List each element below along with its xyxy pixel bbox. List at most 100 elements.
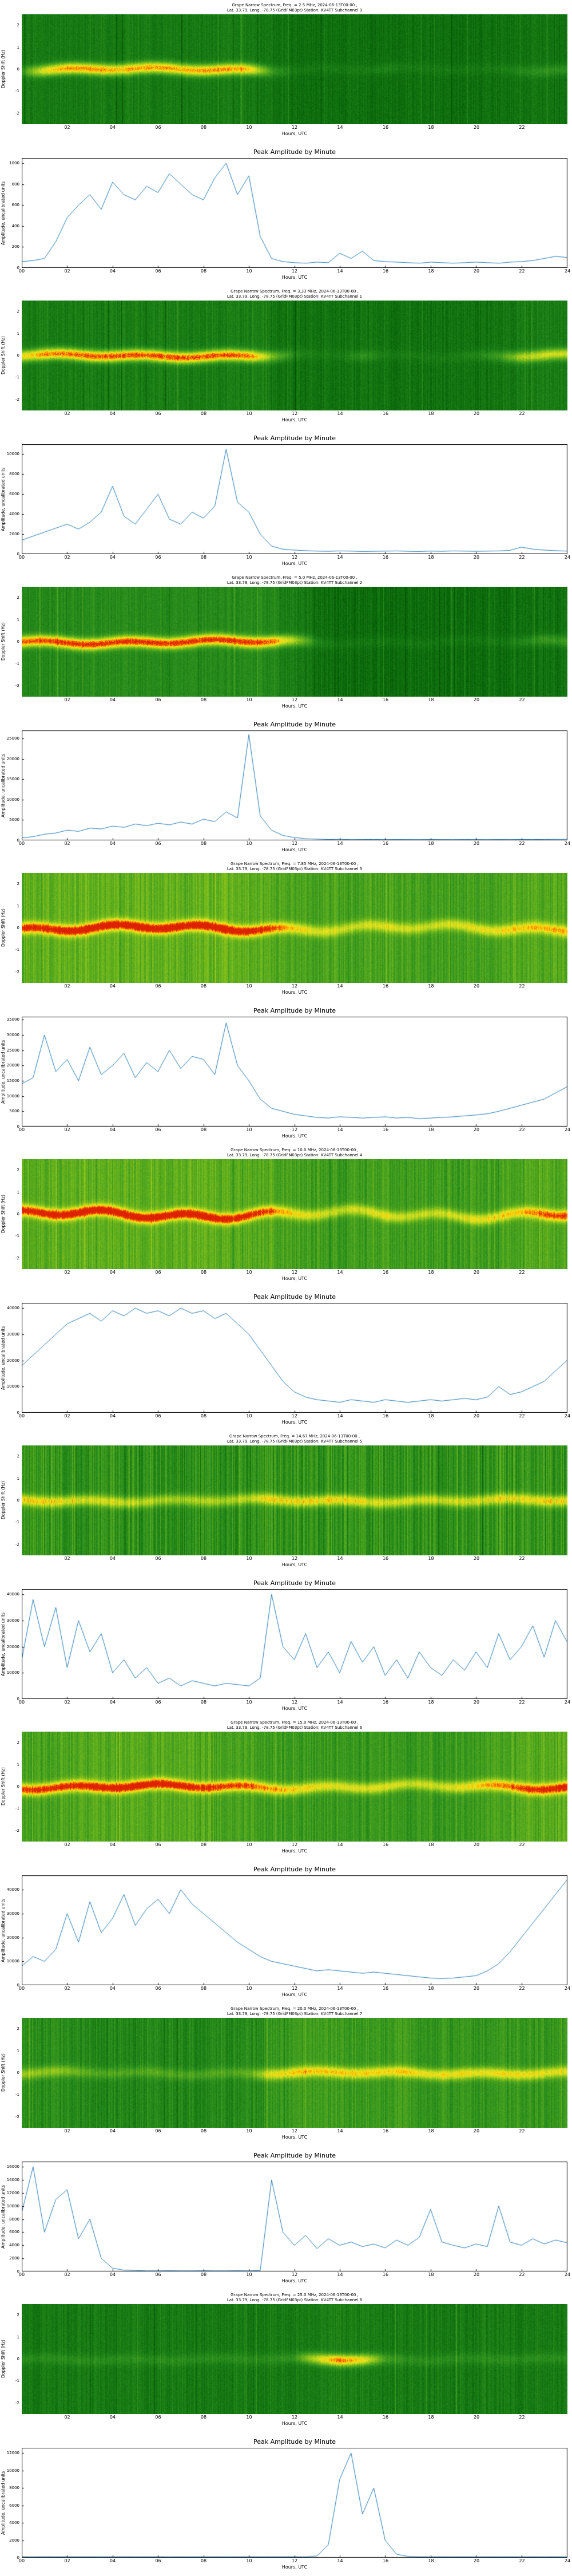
x-tick-labels: 02 04 06 08 10 12 14 16 18 20 22 bbox=[0, 1270, 572, 1275]
x-tick-label: 18 bbox=[428, 268, 434, 274]
amplitude-panel-7: Peak Amplitude by Minute Amplitude, uncal… bbox=[0, 1002, 572, 1145]
x-tick-label: 22 bbox=[519, 125, 525, 130]
x-tick-label: 20 bbox=[473, 1700, 480, 1705]
x-tick-label: 22 bbox=[519, 2128, 525, 2134]
y-tick-label: -1 bbox=[15, 2092, 19, 2097]
y-tick-label: 1 bbox=[17, 617, 19, 622]
spectrogram-title-line2: Lat. 33.79, Long. -78.75 (GridFM03pt) St… bbox=[227, 1152, 363, 1157]
x-tick-label: 24 bbox=[564, 2558, 571, 2563]
y-tick-label: 2 bbox=[17, 2313, 19, 2318]
x-tick-label: 12 bbox=[291, 1842, 298, 1847]
y-tick-label: 2 bbox=[17, 595, 19, 600]
x-tick-label: 10 bbox=[246, 2415, 252, 2420]
x-tick-label: 06 bbox=[155, 1127, 161, 1132]
x-tick-label: 20 bbox=[473, 1413, 480, 1419]
y-tick-label: 10000 bbox=[6, 1670, 19, 1676]
x-tick-label: 06 bbox=[155, 555, 161, 560]
x-tick-label: 04 bbox=[109, 1842, 116, 1847]
x-tick-label: 18 bbox=[428, 1270, 434, 1275]
x-tick-label: 10 bbox=[246, 2558, 252, 2563]
y-tick-labels: 2 1 0 -1 -2 bbox=[6, 2018, 21, 2128]
y-tick-label: -2 bbox=[15, 2114, 19, 2119]
x-tick-label: 16 bbox=[382, 1270, 389, 1275]
x-tick-label: 18 bbox=[428, 983, 434, 989]
spectrogram-title-line2: Lat. 33.79, Long. -78.75 (GridFM03pt) St… bbox=[227, 294, 363, 299]
x-tick-labels: 02 04 06 08 10 12 14 16 18 20 22 bbox=[0, 2415, 572, 2420]
y-tick-labels: 0 10000 20000 30000 40000 bbox=[6, 1303, 21, 1415]
x-axis-label: Hours, UTC bbox=[281, 1562, 308, 1567]
x-tick-label: 14 bbox=[337, 268, 343, 274]
x-tick-label: 20 bbox=[473, 1556, 480, 1561]
amplitude-panel-13: Peak Amplitude by Minute Amplitude, uncal… bbox=[0, 1860, 572, 2004]
y-tick-label: -2 bbox=[15, 1255, 19, 1261]
plot-area: Doppler Shift (Hz) 2 1 0 -1 -2 bbox=[0, 14, 572, 124]
y-tick-label: -1 bbox=[15, 89, 19, 94]
x-tick-label: 04 bbox=[109, 2558, 116, 2563]
x-tick-label: 06 bbox=[155, 1700, 161, 1705]
y-tick-label: 25000 bbox=[6, 1048, 19, 1053]
spectrogram-canvas-3 bbox=[22, 873, 567, 983]
y-tick-label: 30000 bbox=[6, 1033, 19, 1037]
x-tick-label: 18 bbox=[428, 697, 434, 702]
x-tick-label: 12 bbox=[291, 1413, 298, 1419]
amplitude-panel-1: Peak Amplitude by Minute Amplitude, uncal… bbox=[0, 143, 572, 286]
plot-area: Amplitude, uncalibrated units 0 2000 4000 60… bbox=[0, 2448, 572, 2560]
y-tick-label: 1 bbox=[17, 1476, 19, 1481]
x-tick-label: 18 bbox=[428, 2128, 434, 2134]
spectrogram-panel-1: Grape Narrow Spectrum, Freq. = 3.33 MHz,… bbox=[0, 286, 572, 429]
y-tick-label: 30000 bbox=[6, 1618, 19, 1623]
spectrogram-canvas-5 bbox=[22, 1445, 567, 1555]
y-tick-labels: 0 10000 20000 30000 40000 bbox=[6, 1875, 21, 1988]
x-tick-label: 02 bbox=[64, 2128, 70, 2134]
x-tick-label: 18 bbox=[428, 2558, 434, 2563]
x-tick-label: 16 bbox=[382, 1842, 389, 1847]
x-tick-label: 10 bbox=[246, 1127, 252, 1132]
y-tick-label: 30000 bbox=[6, 1911, 19, 1916]
y-tick-label: 0 bbox=[17, 2071, 19, 2075]
x-tick-label: 20 bbox=[473, 2415, 480, 2420]
x-tick-label: 14 bbox=[337, 841, 343, 846]
y-tick-label: 40000 bbox=[6, 1306, 19, 1311]
x-tick-label: 18 bbox=[428, 555, 434, 560]
x-tick-label: 04 bbox=[109, 411, 116, 416]
x-tick-labels: 02 04 06 08 10 12 14 16 18 20 22 bbox=[0, 1842, 572, 1848]
y-tick-label: 40000 bbox=[6, 1887, 19, 1893]
x-tick-label: 08 bbox=[200, 1842, 207, 1847]
x-tick-label: 06 bbox=[155, 1986, 161, 1991]
x-tick-label: 24 bbox=[564, 1700, 571, 1705]
y-tick-label: 600 bbox=[11, 203, 19, 208]
x-tick-label: 14 bbox=[337, 697, 343, 702]
y-tick-label: 8000 bbox=[9, 2486, 19, 2491]
x-tick-label: 14 bbox=[337, 1842, 343, 1847]
y-tick-labels: 0 5000 10000 15000 20000 25000 bbox=[6, 730, 21, 843]
x-axis-label: Hours, UTC bbox=[281, 2135, 308, 2140]
y-axis-label: Amplitude, uncalibrated units bbox=[1, 2184, 6, 2249]
spectrogram-panel-8: Grape Narrow Spectrum, Freq. = 25.0 MHz,… bbox=[0, 2290, 572, 2433]
y-tick-label: 10000 bbox=[6, 1959, 19, 1964]
spectrogram-title-line2: Lat. 33.79, Long. -78.75 (GridFM03pt) St… bbox=[227, 580, 363, 585]
y-tick-label: 10000 bbox=[6, 2203, 19, 2208]
amplitude-panel-9: Peak Amplitude by Minute Amplitude, uncal… bbox=[0, 1288, 572, 1431]
x-tick-label: 22 bbox=[519, 411, 525, 416]
spectrogram-panel-3: Grape Narrow Spectrum, Freq. = 7.85 MHz,… bbox=[0, 859, 572, 1002]
plot-area: Amplitude, uncalibrated units 0 5000 10000 1… bbox=[0, 1017, 572, 1129]
spectrogram-title-line1: Grape Narrow Spectrum, Freq. = 10.0 MHz,… bbox=[231, 1148, 359, 1152]
x-tick-label: 02 bbox=[64, 1270, 70, 1275]
y-tick-label: -1 bbox=[15, 661, 19, 666]
x-tick-label: 08 bbox=[200, 1986, 207, 1991]
y-tick-label: 2000 bbox=[9, 532, 19, 537]
x-tick-label: 08 bbox=[200, 1413, 207, 1419]
y-tick-label: -1 bbox=[15, 947, 19, 953]
x-tick-label: 02 bbox=[64, 697, 70, 702]
x-tick-label: 16 bbox=[382, 841, 389, 846]
x-tick-label: 08 bbox=[200, 268, 207, 274]
y-tick-label: 6000 bbox=[9, 2230, 19, 2235]
x-axis-label: Hours, UTC bbox=[281, 847, 308, 852]
y-tick-label: 0 bbox=[17, 1498, 19, 1503]
x-tick-label: 12 bbox=[291, 268, 298, 274]
plot-area: Amplitude, uncalibrated units 0 10000 20000… bbox=[0, 1303, 572, 1415]
x-tick-label: 02 bbox=[64, 1986, 70, 1991]
y-tick-labels: 0 200 400 600 800 1000 bbox=[6, 158, 21, 270]
x-tick-label: 02 bbox=[64, 2558, 70, 2563]
x-tick-label: 18 bbox=[428, 1556, 434, 1561]
